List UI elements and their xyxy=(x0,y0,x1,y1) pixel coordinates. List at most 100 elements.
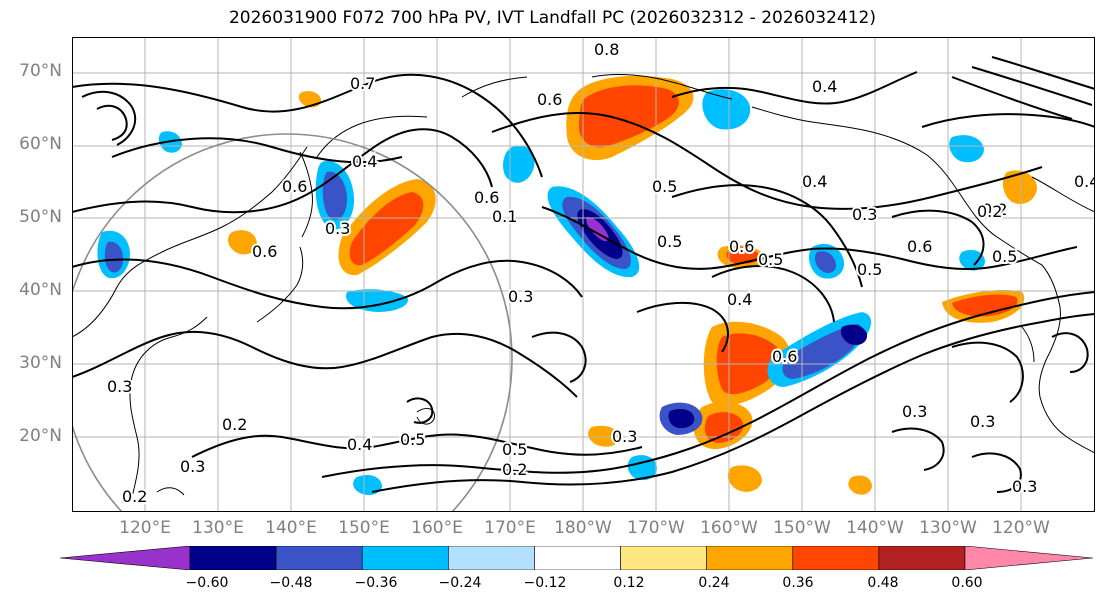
pv-positive-region xyxy=(588,425,620,447)
pv-positive-region xyxy=(228,230,257,255)
contour-label: 0.3 xyxy=(180,457,205,476)
contour-label: 0.5 xyxy=(758,250,783,269)
contour-label: 0.8 xyxy=(594,40,619,59)
longitude-label: 160°E xyxy=(411,518,463,538)
latitude-label: 60°N xyxy=(19,134,62,154)
contour-label: 0.3 xyxy=(852,205,877,224)
colorbar-extend-left xyxy=(60,546,191,570)
contour-label: 0.4 xyxy=(1074,172,1095,191)
longitude-label: 120°W xyxy=(992,518,1050,538)
pv-positive-region xyxy=(848,475,872,495)
range-ring xyxy=(72,133,513,512)
contour-label: 0.6 xyxy=(282,177,307,196)
contour-label: 0.6 xyxy=(772,347,797,366)
longitude-label: 140°E xyxy=(265,518,317,538)
contour-label: 0.6 xyxy=(474,188,499,207)
pv-negative-region xyxy=(702,89,751,130)
contour-label: 0.3 xyxy=(325,219,350,238)
contour-label: 0.5 xyxy=(857,260,882,279)
longitude-label: 130°W xyxy=(919,518,977,538)
colorbar-tick-label: 0.36 xyxy=(782,575,814,591)
latitude-label: 70°N xyxy=(19,61,62,81)
graticule xyxy=(72,37,1095,512)
pv-negative-region xyxy=(668,409,695,429)
contour-label: 0.6 xyxy=(907,237,932,256)
pv-negative-region xyxy=(353,475,382,495)
contour-label: 0.3 xyxy=(1012,477,1037,496)
latitude-label: 50°N xyxy=(19,207,62,227)
pv-negative-region xyxy=(503,145,535,183)
pv-negative-region xyxy=(814,251,836,273)
colorbar-segment xyxy=(706,546,794,570)
contour-label: 0.5 xyxy=(652,177,677,196)
longitude-label: 170°E xyxy=(484,518,536,538)
ivt-contours xyxy=(72,56,1095,493)
longitude-label: 120°E xyxy=(119,518,171,538)
contour-label: 0.2 xyxy=(982,200,1007,219)
contour-label: 0.6 xyxy=(252,242,277,261)
colorbar-tick-label: −0.12 xyxy=(523,575,567,591)
pv-negative-region xyxy=(949,135,984,163)
pv-negative-region xyxy=(104,241,124,273)
contour-label: 0.5 xyxy=(502,440,527,459)
colorbar-tick-label: −0.24 xyxy=(438,575,482,591)
colorbar-segment xyxy=(448,546,535,570)
contour-label: 0.2 xyxy=(977,202,1002,221)
pv-positive-region xyxy=(349,192,424,266)
colorbar-segment xyxy=(792,546,880,570)
colorbar-tick-label: 0.48 xyxy=(867,575,899,591)
pv-negative-region xyxy=(840,324,868,345)
contour-label: 0.4 xyxy=(727,290,752,309)
contour-label: 0.2 xyxy=(222,415,247,434)
pv-negative-region xyxy=(959,249,985,271)
longitude-label: 170°W xyxy=(627,518,685,538)
contour-label: 0.6 xyxy=(537,90,562,109)
map-panel: 0.7 0.6 0.4 0.8 0.3 0.4 0.6 0.6 0.4 0.3 … xyxy=(72,37,1095,512)
colorbar-tick-label: 0.12 xyxy=(613,575,645,591)
contour-label: 0.6 xyxy=(729,237,754,256)
pv-negative-region xyxy=(322,171,347,220)
pv-positive-region xyxy=(1002,170,1037,204)
colorbar-extend-right xyxy=(964,546,1094,570)
longitude-label: 180°W xyxy=(554,518,612,538)
colorbar-tick-label: −0.48 xyxy=(269,575,313,591)
contour-label: 0.2 xyxy=(502,460,527,479)
coastlines xyxy=(72,74,1095,498)
contour-label: 0.2 xyxy=(122,487,147,506)
pv-positive-region xyxy=(578,85,680,148)
colorbar-segment xyxy=(275,546,363,570)
contour-label: 0.6 xyxy=(907,237,932,256)
contour-label: 0.4 xyxy=(802,172,827,191)
contour-label: 0.3 xyxy=(970,412,995,431)
colorbar-tick-label: 0.60 xyxy=(951,575,983,591)
latitude-label: 40°N xyxy=(19,280,62,300)
contour-labels: 0.7 0.6 0.4 0.8 0.3 0.4 0.6 0.6 0.4 0.3 … xyxy=(105,38,1095,508)
longitude-label: 160°W xyxy=(700,518,758,538)
pv-negative-region xyxy=(586,217,609,242)
longitude-label: 150°E xyxy=(338,518,390,538)
longitude-label: 130°E xyxy=(192,518,244,538)
pv-positive-region xyxy=(704,412,744,443)
contour-label: 0.3 xyxy=(612,427,637,446)
colorbar-segment xyxy=(534,546,621,570)
colorbar-tick-label: −0.60 xyxy=(185,575,229,591)
contour-label: 0.1 xyxy=(492,207,517,226)
contour-label: 0.4 xyxy=(347,435,372,454)
colorbar-segment xyxy=(361,546,449,570)
contour-label: 0.7 xyxy=(350,74,375,93)
contour-label: 0.3 xyxy=(508,287,533,306)
colorbar-segment xyxy=(620,546,707,570)
latitude-label: 30°N xyxy=(19,353,62,373)
contour-label: 0.3 xyxy=(107,377,132,396)
colorbar-tick-label: 0.24 xyxy=(698,575,730,591)
contour-label: 0.5 xyxy=(400,430,425,449)
pv-positive-region xyxy=(727,465,762,492)
contour-label: 0.3 xyxy=(902,402,927,421)
colorbar-tick-label: −0.36 xyxy=(354,575,398,591)
longitude-label: 140°W xyxy=(846,518,904,538)
colorbar-segment xyxy=(189,546,277,570)
map-title: 2026031900 F072 700 hPa PV, IVT Landfall… xyxy=(228,8,876,28)
colorbar xyxy=(60,546,1094,570)
pv-positive-region xyxy=(952,294,1018,317)
colorbar-segment xyxy=(878,546,966,570)
